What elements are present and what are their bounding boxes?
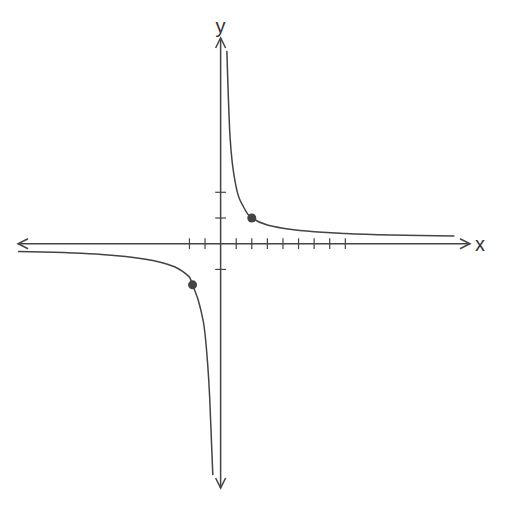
svg-text:x: x: [475, 233, 485, 255]
svg-text:y: y: [216, 15, 226, 37]
